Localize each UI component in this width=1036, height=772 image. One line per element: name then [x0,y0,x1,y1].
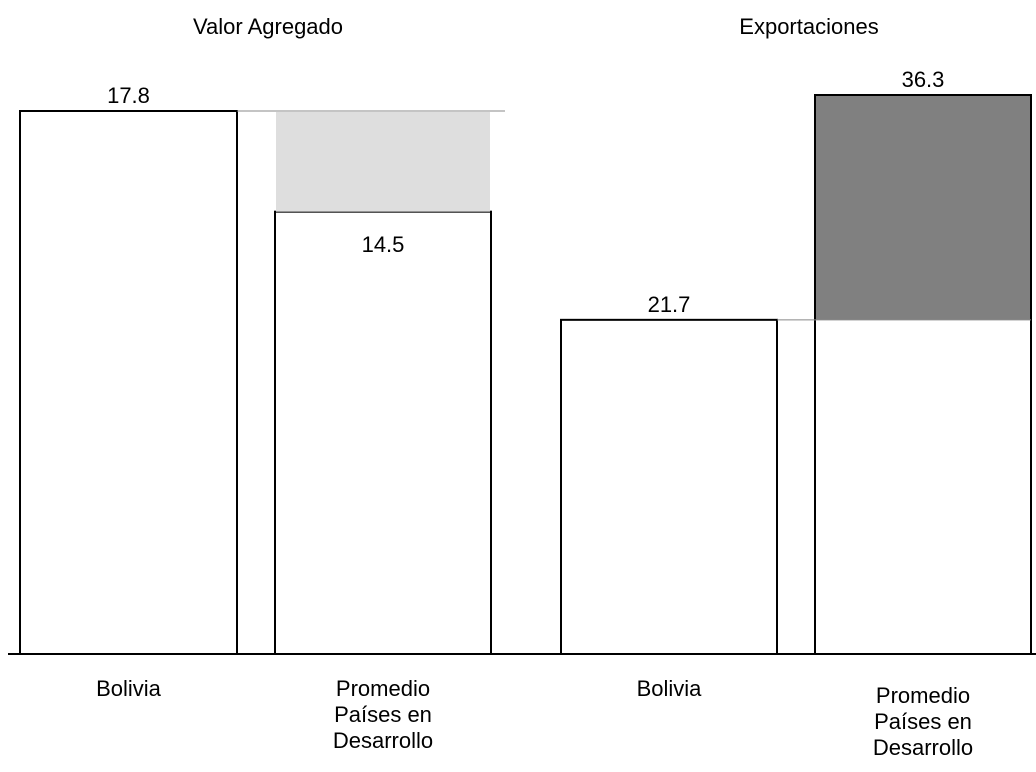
value-label: 17.8 [107,83,150,108]
x-tick-label: Bolivia [636,676,702,701]
x-tick-label: Promedio Países en Desarrollo [332,676,434,753]
bar [19,110,238,655]
gap-area [276,112,490,212]
gap-area [816,96,1030,320]
bar [560,318,778,655]
value-label: 14.5 [361,231,405,257]
value-label: 21.7 [647,291,691,317]
chart-title: Valor Agregado [192,14,344,39]
bar [274,210,492,655]
x-tick-label: Promedio Países en Desarrollo [872,683,974,760]
chart-title: Exportaciones [739,14,879,39]
value-label: 36.3 [901,67,945,92]
x-tick-label: Bolivia [96,676,161,701]
